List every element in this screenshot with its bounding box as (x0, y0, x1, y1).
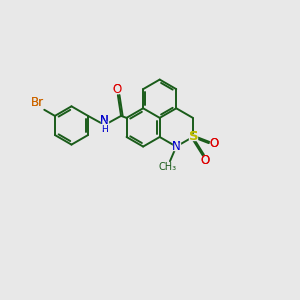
Text: O: O (200, 154, 210, 166)
Text: O: O (113, 83, 122, 96)
Text: O: O (210, 136, 219, 150)
Text: H: H (101, 125, 108, 134)
Bar (189, 134, 197, 140)
Text: O: O (200, 154, 210, 166)
Text: N: N (171, 140, 180, 153)
Text: CH₃: CH₃ (158, 162, 177, 172)
Text: S: S (188, 130, 198, 143)
Bar (101, 121, 108, 129)
Bar (173, 143, 180, 150)
Bar (114, 86, 121, 93)
Text: Br: Br (30, 96, 44, 109)
Text: S: S (188, 130, 198, 143)
Text: N: N (171, 140, 180, 153)
Text: O: O (113, 83, 122, 96)
Text: Br: Br (30, 96, 44, 109)
Text: H: H (101, 125, 108, 134)
Text: O: O (210, 136, 219, 150)
Text: N: N (100, 114, 109, 127)
Text: N: N (100, 114, 109, 127)
